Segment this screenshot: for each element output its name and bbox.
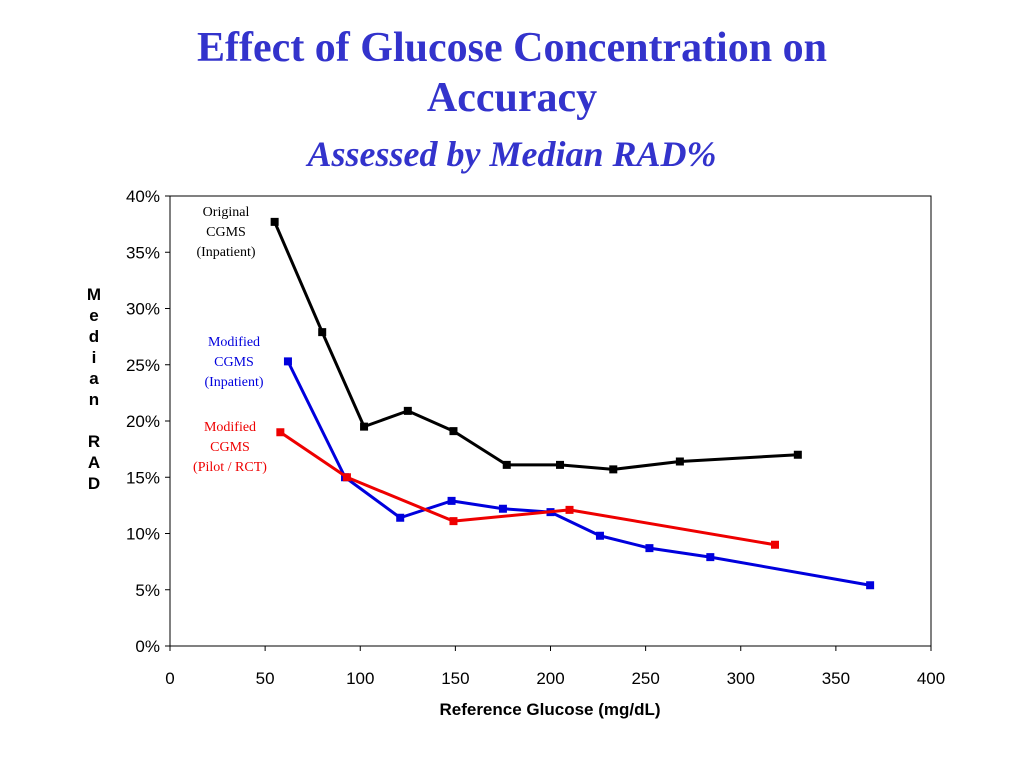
data-point — [706, 553, 715, 562]
series-line — [286, 360, 871, 587]
data-point — [447, 496, 456, 505]
series-2 — [283, 357, 875, 590]
x-tick-label: 250 — [631, 669, 659, 688]
y-tick-label: 20% — [126, 412, 160, 431]
x-tick-label: 100 — [346, 669, 374, 688]
series-labels: Original CGMS (Inpatient) Modified CGMS (Inpa… — [193, 205, 267, 475]
x-tick-label: 0 — [165, 669, 174, 688]
y-tick-label: 30% — [126, 300, 160, 319]
slide-title-line-1: Effect of Glucose Concentration on — [197, 25, 827, 71]
x-tick-label: 150 — [441, 669, 469, 688]
series-1 — [270, 217, 802, 474]
data-point — [498, 504, 507, 513]
series-line — [279, 431, 776, 547]
x-tick-label: 350 — [822, 669, 850, 688]
x-tick-label: 50 — [256, 669, 275, 688]
data-point — [770, 540, 779, 549]
data-point — [609, 465, 618, 474]
data-point — [276, 428, 285, 437]
data-point — [270, 217, 279, 226]
series-layer — [270, 217, 875, 590]
data-point — [866, 581, 875, 590]
x-axis: 0 50 100 150 200 250 300 350 400 — [165, 646, 945, 688]
x-axis-title: Reference Glucose (mg/dL) — [439, 700, 660, 719]
data-point — [449, 517, 458, 526]
y-axis: 0% 5% 10% 15% 20% 25% 30% 35% 40% — [126, 187, 170, 656]
slide-title-line-2: Accuracy — [426, 75, 598, 121]
y-tick-label: 15% — [126, 468, 160, 487]
data-point — [283, 357, 292, 366]
data-point — [502, 460, 511, 469]
data-point — [645, 544, 654, 553]
data-point — [318, 328, 327, 337]
series-label: Modified CGMS (Inpatient) — [204, 335, 263, 390]
x-tick-label: 300 — [727, 669, 755, 688]
plot-area — [169, 195, 932, 647]
data-point — [360, 422, 369, 431]
data-point — [565, 505, 574, 514]
y-tick-label: 10% — [126, 525, 160, 544]
data-point — [396, 513, 405, 522]
data-point — [595, 531, 604, 540]
y-tick-label: 5% — [135, 581, 160, 600]
y-tick-label: 25% — [126, 356, 160, 375]
series-label: Modified CGMS (Pilot / RCT) — [193, 420, 267, 475]
slide-subtitle: Assessed by Median RAD% — [307, 134, 717, 174]
x-tick-label: 200 — [536, 669, 564, 688]
data-point — [403, 406, 412, 415]
data-point — [556, 460, 565, 469]
data-point — [342, 473, 351, 482]
x-tick-label: 400 — [917, 669, 945, 688]
y-tick-label: 0% — [135, 637, 160, 656]
data-point — [793, 450, 802, 459]
y-tick-label: 35% — [126, 243, 160, 262]
series-label: Original CGMS (Inpatient) — [196, 205, 255, 260]
data-point — [675, 457, 684, 466]
data-point — [449, 427, 458, 436]
series-line — [273, 221, 798, 471]
series-3 — [276, 428, 779, 549]
y-tick-label: 40% — [126, 187, 160, 206]
